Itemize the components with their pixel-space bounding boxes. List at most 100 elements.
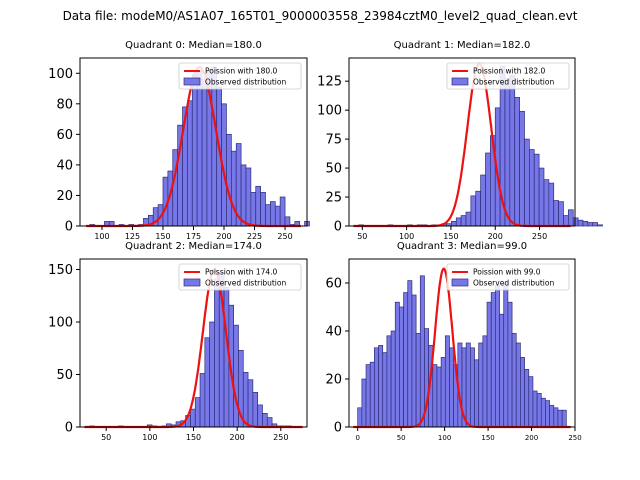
histogram-bar [242,372,249,428]
histogram-bar [557,409,563,428]
legend: Poission with 99.0 Observed distribution [446,263,570,291]
histogram-bar [545,400,550,428]
histogram-bar [529,149,535,227]
histogram-bar [211,66,218,227]
panel-2: Quadrant 2: Median=174.0 0 50 100 150 50 100 15… [48,241,308,442]
histogram-bar [407,280,413,428]
panel-1: Quadrant 1: Median=182.0 0 25 50 75 100 125 50 1… [317,40,603,241]
histogram-bar [378,345,384,428]
histogram-bar [511,333,517,428]
histogram-bar [226,134,232,227]
legend-box [446,62,570,90]
histogram-bar [279,196,286,227]
histogram-bar [561,409,567,428]
histogram-bar [432,364,438,428]
y-tick-label: 125 [317,75,342,90]
histogram-bar [485,152,491,227]
histogram-bar [465,342,471,428]
histogram-bar [449,347,455,428]
histogram-bar [490,292,496,428]
x-tick-label: 50 [101,433,111,442]
legend: Poission with 182.0 Observed distribution [446,62,570,90]
y-tick-label: 20 [325,373,342,388]
histogram-bar [549,405,555,428]
legend-poisson-label: Poission with 99.0 [473,268,541,277]
y-tick-label: 0 [65,220,73,235]
x-tick-label: 150 [443,232,458,241]
x-tick-label: 100 [438,434,451,442]
histogram-bar [528,376,534,428]
panel-title: Quadrant 0: Median=180.0 [125,40,262,51]
legend-observed-label: Observed distribution [473,279,554,288]
histogram-bar [274,205,281,227]
histogram-bar [214,278,220,428]
histogram-bar [460,215,467,227]
legend-bar-swatch [183,77,201,86]
histogram-bar [194,397,201,428]
y-tick-label: 0 [65,421,73,436]
x-tick-label: 50 [397,434,406,442]
histogram-bar [582,221,589,227]
histogram-bar [482,335,488,428]
x-tick-label: 250 [277,232,292,241]
histogram-bar [587,222,594,227]
legend-poisson-label: Poission with 180.0 [205,67,278,76]
y-tick-label: 50 [325,162,342,177]
histogram-bar [469,347,475,428]
histogram-bar [240,164,247,227]
x-tick-label: 200 [216,232,231,241]
y-tick-label: 20 [56,189,73,204]
legend-bar-swatch [451,278,469,287]
histogram-bar [597,224,603,227]
histogram-bar [504,78,511,227]
histogram-bar [470,195,477,227]
histogram-bar [532,390,538,428]
histogram-bar [558,201,564,227]
panel-0: Quadrant 0: Median=180.0 0 20 40 60 80 100 100 1… [48,40,310,241]
panel-3: Quadrant 3: Median=99.0 0 20 40 60 0 50 100 150 2… [325,241,581,442]
histogram-bar [474,359,480,428]
histogram-bar [369,361,375,428]
histogram-bar [553,407,559,428]
histogram-bar [524,138,530,227]
histogram-bar [465,211,472,227]
x-tick-label: 200 [230,433,245,442]
histogram-bar [533,153,540,227]
histogram-bar [444,335,450,428]
histogram-bar [250,192,257,227]
histogram-bar [262,413,268,428]
x-tick-label: 175 [186,232,201,241]
x-tick-label: 200 [488,232,503,241]
histogram-bar [252,392,259,428]
histogram-bar [265,204,271,227]
histogram-bar [499,313,505,428]
histogram-bar [386,335,392,428]
x-tick-label: 250 [532,232,547,241]
x-tick-label: 100 [399,232,414,241]
y-tick-label: 75 [325,133,342,148]
y-tick-label: 25 [325,191,342,206]
legend-box [178,62,302,90]
legend: Poission with 174.0 Observed distribution [178,263,302,291]
histogram-bar [592,222,598,227]
histogram-bar [233,324,239,428]
figure-suptitle: Data file: modeM0/AS1A07_165T01_90000035… [63,9,578,23]
histogram-bar [475,190,481,227]
histogram-bar [514,97,520,227]
histogram-bar [415,333,421,428]
histogram-bar [357,407,363,428]
legend-poisson-label: Poission with 182.0 [473,67,546,76]
histogram-bar [480,174,486,227]
legend-box [446,263,570,291]
histogram-bar [568,209,574,227]
histogram-bar [436,366,442,428]
histogram-bar [503,282,509,428]
y-tick-label: 100 [48,316,73,331]
legend: Poission with 180.0 Observed distribution [178,62,302,90]
histogram-bar [509,75,516,227]
histogram-bar [548,182,555,227]
x-tick-label: 0 [355,434,359,442]
histogram-bar [572,217,579,227]
y-tick-label: 100 [317,104,342,119]
